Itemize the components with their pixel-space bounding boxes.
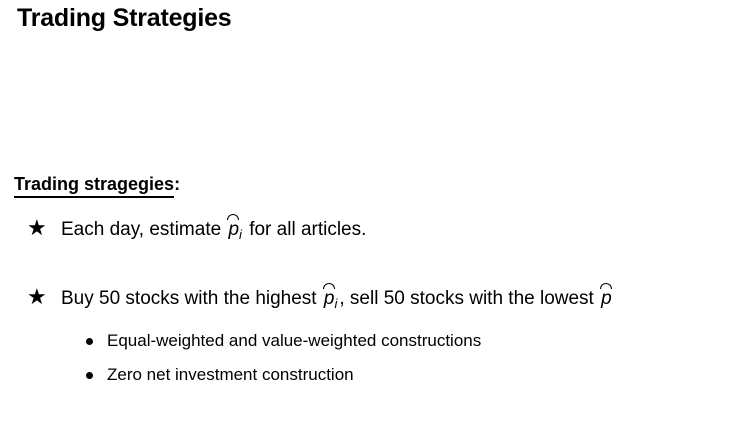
item-text-middle: , sell 50 stocks with the lowest bbox=[339, 288, 600, 309]
bullet-icon bbox=[86, 371, 93, 379]
subscript-i: i bbox=[239, 227, 242, 242]
section-heading: Trading stragegies: bbox=[14, 174, 180, 198]
math-p-hat: p bbox=[600, 283, 612, 310]
item-text-before: Each day, estimate bbox=[61, 219, 227, 240]
sub-item-text: Equal-weighted and value-weighted constr… bbox=[107, 331, 482, 350]
section-heading-colon: : bbox=[174, 174, 181, 194]
math-p-hat-i: pi bbox=[227, 214, 242, 242]
p-hat-symbol: p bbox=[322, 283, 335, 309]
star-icon: ★ bbox=[27, 284, 47, 309]
sub-list-item: Equal-weighted and value-weighted constr… bbox=[86, 331, 481, 351]
star-list-item: ★ Buy 50 stocks with the highest pi , se… bbox=[27, 283, 614, 311]
item-text-after: for all articles. bbox=[243, 219, 367, 240]
item-text-before: Buy 50 stocks with the highest bbox=[61, 288, 322, 309]
star-icon: ★ bbox=[27, 215, 47, 240]
subscript-i: i bbox=[334, 296, 338, 311]
slide-title: Trading Strategies bbox=[17, 4, 232, 32]
p-hat-symbol: p bbox=[600, 283, 612, 309]
bullet-icon bbox=[86, 337, 93, 345]
sub-item-text: Zero net investment construction bbox=[107, 365, 354, 384]
section-heading-text: Trading stragegies bbox=[14, 174, 175, 198]
p-hat-symbol: p bbox=[227, 214, 240, 240]
sub-list-item: Zero net investment construction bbox=[86, 365, 354, 385]
math-p-hat-i: pi bbox=[322, 283, 338, 311]
star-list-item: ★ Each day, estimate pi for all articles… bbox=[27, 214, 367, 242]
